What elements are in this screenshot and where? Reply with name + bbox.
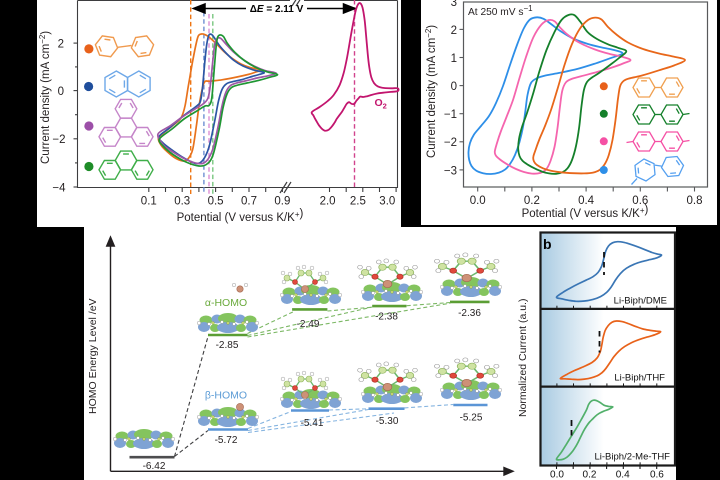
svg-text:-2.38: -2.38: [375, 312, 398, 323]
svg-text:1: 1: [451, 53, 457, 65]
svg-text:-2.49: -2.49: [297, 319, 320, 330]
svg-text:−2: −2: [444, 137, 457, 149]
svg-text:0.8: 0.8: [687, 195, 703, 207]
svg-text:0.1: 0.1: [141, 196, 157, 208]
svg-text:Current density (mA cm−2): Current density (mA cm−2): [38, 31, 52, 164]
svg-text:Li-Biph/THF: Li-Biph/THF: [614, 373, 665, 384]
svg-text:0.0: 0.0: [470, 195, 486, 207]
svg-text:-5.25: -5.25: [460, 413, 483, 424]
svg-text:HOMO Energy Level /eV: HOMO Energy Level /eV: [87, 298, 99, 414]
svg-text:-5.30: -5.30: [376, 416, 399, 427]
svg-text:-5.72: -5.72: [215, 435, 238, 446]
svg-text:0.7: 0.7: [241, 196, 257, 208]
svg-text:-6.42: -6.42: [143, 461, 166, 472]
svg-text:2.5: 2.5: [350, 196, 366, 208]
svg-text:2: 2: [58, 39, 64, 51]
svg-text:At 250 mV s−1: At 250 mV s−1: [468, 4, 533, 18]
svg-text:ΔE = 2.11 V: ΔE = 2.11 V: [250, 4, 304, 15]
svg-text:Li-Biph/DME: Li-Biph/DME: [614, 296, 667, 307]
svg-text:−3: −3: [444, 165, 457, 177]
svg-text:0.6: 0.6: [632, 195, 648, 207]
svg-text:2.0: 2.0: [320, 196, 336, 208]
svg-text:0.4: 0.4: [616, 470, 630, 480]
svg-text:b: b: [543, 236, 552, 252]
svg-text:0.5: 0.5: [208, 196, 224, 208]
svg-text:0.4: 0.4: [578, 195, 595, 207]
svg-text:0.2: 0.2: [583, 470, 597, 480]
svg-text:−4: −4: [52, 183, 66, 195]
svg-text:0: 0: [451, 81, 457, 93]
svg-text:3.0: 3.0: [379, 196, 395, 208]
svg-text:O2: O2: [375, 97, 387, 111]
svg-text:0: 0: [58, 86, 64, 98]
svg-text:3: 3: [451, 0, 457, 9]
svg-text:2: 2: [451, 25, 457, 37]
svg-text:β-HOMO: β-HOMO: [205, 390, 247, 402]
svg-text:−1: −1: [444, 109, 457, 121]
svg-text:0.6: 0.6: [650, 470, 664, 480]
svg-text:0.9: 0.9: [274, 196, 290, 208]
svg-text:Potential (V versus K/K+): Potential (V versus K/K+): [177, 208, 304, 224]
svg-text:α-HOMO: α-HOMO: [205, 297, 247, 309]
svg-text:0.3: 0.3: [174, 196, 190, 208]
svg-text:-2.85: -2.85: [216, 340, 239, 351]
svg-text:Current density (mA cm−2): Current density (mA cm−2): [424, 25, 438, 158]
svg-text:Li-Biph/2-Me-THF: Li-Biph/2-Me-THF: [595, 452, 671, 463]
svg-text:−2: −2: [52, 134, 65, 146]
svg-text:0.0: 0.0: [550, 470, 564, 480]
svg-text:-2.36: -2.36: [458, 308, 481, 319]
svg-text:0.2: 0.2: [524, 195, 540, 207]
svg-text:-5.41: -5.41: [301, 418, 324, 429]
svg-text:Normalized Current (a.u.): Normalized Current (a.u.): [517, 299, 529, 417]
svg-text:Potential (V versus K/K+): Potential (V versus K/K+): [522, 204, 649, 220]
